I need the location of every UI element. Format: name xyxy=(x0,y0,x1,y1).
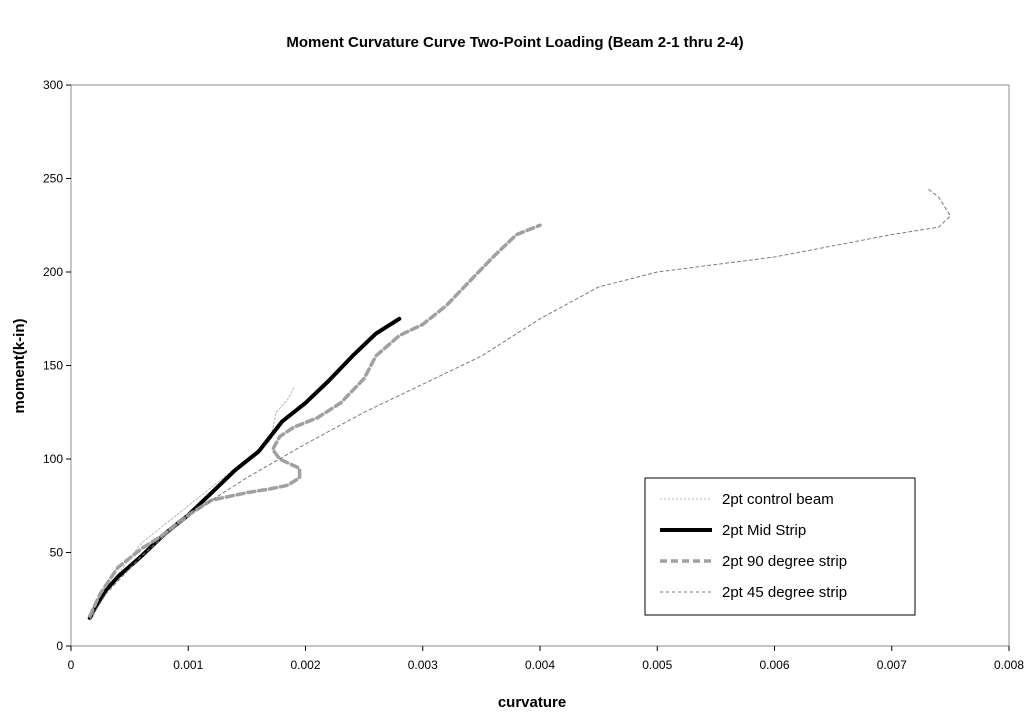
x-tick-label: 0.001 xyxy=(173,658,203,672)
x-axis: 0 0.001 0.002 0.003 0.004 0.005 0.006 0.007 0.00… xyxy=(68,646,1024,672)
y-tick-label: 150 xyxy=(43,359,63,373)
x-tick-label: 0.004 xyxy=(525,658,555,672)
chart-title: Moment Curvature Curve Two-Point Loading… xyxy=(286,34,744,51)
y-tick-label: 100 xyxy=(43,452,63,466)
y-tick-label: 300 xyxy=(43,78,63,92)
x-tick-label: 0.005 xyxy=(642,658,672,672)
x-tick-label: 0.007 xyxy=(877,658,907,672)
legend-label: 2pt 90 degree strip xyxy=(722,553,847,570)
x-tick-label: 0.003 xyxy=(408,658,438,672)
x-tick-label: 0.008 xyxy=(994,658,1024,672)
x-axis-title: curvature xyxy=(498,694,566,711)
y-axis-title: moment(k-in) xyxy=(11,319,28,414)
legend: 2pt control beam 2pt Mid Strip 2pt 90 degr… xyxy=(644,477,916,616)
y-axis: 0 50 100 150 200 250 300 xyxy=(43,78,71,653)
series-line-2 xyxy=(87,316,402,620)
y-tick-label: 50 xyxy=(50,546,64,560)
y-tick-label: 250 xyxy=(43,172,63,186)
series-group xyxy=(87,187,951,621)
series-line-3 xyxy=(88,223,542,618)
x-tick-label: 0.006 xyxy=(759,658,789,672)
legend-label: 2pt 45 degree strip xyxy=(722,584,847,601)
y-tick-label: 0 xyxy=(56,639,63,653)
x-tick-label: 0 xyxy=(68,658,75,672)
legend-label: 2pt control beam xyxy=(722,491,834,508)
series-line-4 xyxy=(89,187,951,621)
legend-label: 2pt Mid Strip xyxy=(722,522,806,539)
y-tick-label: 200 xyxy=(43,265,63,279)
x-tick-label: 0.002 xyxy=(290,658,320,672)
